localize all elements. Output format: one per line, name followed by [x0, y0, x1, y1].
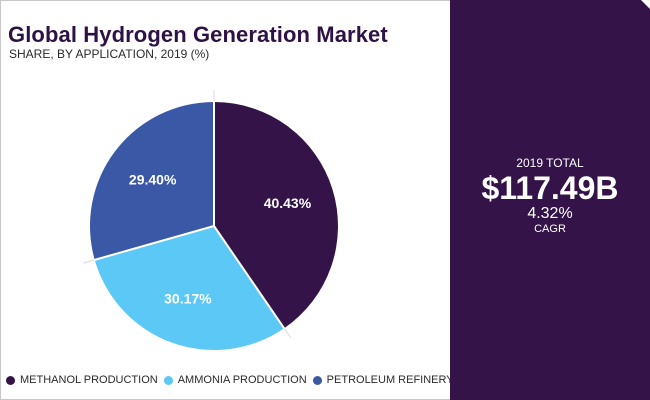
pie-chart: 40.43% 30.17% 29.40%	[82, 90, 338, 351]
slice-separator	[213, 225, 292, 339]
panel-corner-fold	[641, 0, 650, 9]
legend-label-methanol: METHANOL PRODUCTION	[20, 374, 158, 386]
pie-slice-refinery	[90, 102, 214, 260]
legend: METHANOL PRODUCTION AMMONIA PRODUCTION P…	[6, 372, 460, 388]
cagr-value: 4.32%	[527, 205, 573, 222]
legend-swatch-refinery	[312, 375, 322, 385]
pie-slice-methanol	[214, 102, 338, 329]
pie-slice-ammonia	[94, 226, 285, 351]
cagr-label: CAGR	[534, 223, 566, 235]
legend-item-methanol: METHANOL PRODUCTION	[6, 374, 158, 386]
slice-separator-tick	[284, 328, 292, 339]
total-value: $117.49B	[481, 170, 619, 206]
slice-label-ammonia: 30.17%	[164, 290, 212, 306]
slice-label-refinery: 29.40%	[129, 172, 177, 188]
slice-separator	[82, 225, 215, 265]
chart-title: Global Hydrogen Generation Market	[8, 22, 388, 47]
slice-separator-tick	[83, 259, 94, 264]
legend-item-ammonia: AMMONIA PRODUCTION	[163, 374, 307, 386]
legend-label-ammonia: AMMONIA PRODUCTION	[177, 374, 307, 386]
legend-item-refinery: PETROLEUM REFINERY	[312, 374, 454, 386]
slice-label-methanol: 40.43%	[264, 195, 312, 211]
chart-subtitle: SHARE, BY APPLICATION, 2019 (%)	[9, 47, 210, 61]
legend-swatch-methanol	[6, 375, 15, 385]
summary-panel: 2019 TOTAL $117.49B 4.32% CAGR	[450, 0, 650, 400]
summary-stack: 2019 TOTAL $117.49B 4.32% CAGR	[450, 156, 650, 236]
total-label: 2019 TOTAL	[516, 156, 584, 170]
legend-label-refinery: PETROLEUM REFINERY	[326, 374, 454, 386]
legend-swatch-ammonia	[163, 375, 173, 385]
